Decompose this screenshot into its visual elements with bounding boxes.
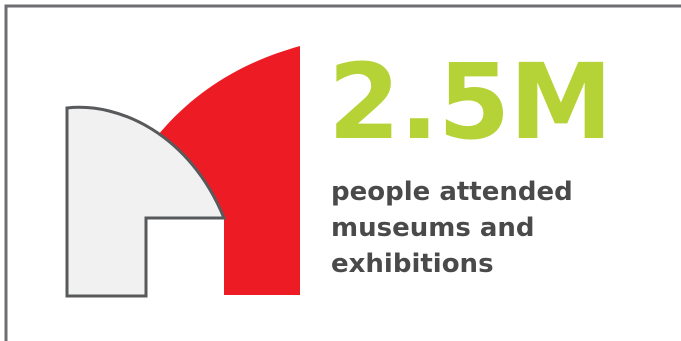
stat-value: 2.5M [328,41,613,163]
stat-description: people attended museums and exhibitions [331,174,573,282]
stat-description-line: museums and [331,213,535,243]
stat-description-line: people attended [331,177,573,207]
stat-description-line: exhibitions [331,249,494,279]
logo-red-shape [158,46,300,295]
logo-grey-shape [65,105,227,298]
